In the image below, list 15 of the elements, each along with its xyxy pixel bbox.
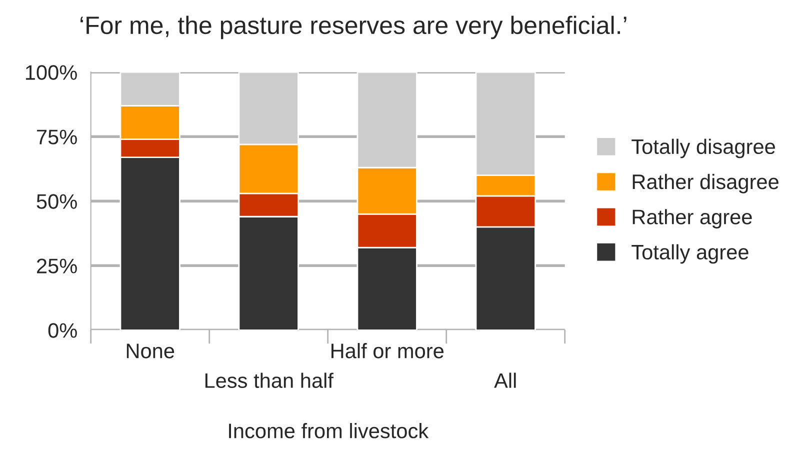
legend-label: Totally agree [632, 244, 748, 264]
x-tick-label: Less than half [205, 372, 334, 388]
legend-label: Rather agree [632, 209, 752, 228]
y-tick-label: 0% [48, 323, 77, 338]
y-tick-label: 75% [37, 130, 77, 144]
legend-label: Totally disagree [632, 138, 775, 158]
legend-label: Rather disagree [632, 174, 778, 194]
x-tick-label: None [126, 344, 174, 358]
y-tick-label: 50% [36, 194, 77, 209]
chart-title: ‘For me, the pasture reserves are very beneficial.’ [80, 16, 626, 40]
y-tick-label: 25% [37, 258, 77, 274]
x-tick-label: Half or more [332, 343, 444, 358]
x-axis-title: Income from livestock [229, 423, 429, 438]
y-tick-label: 100% [26, 65, 77, 80]
x-tick-label: All [494, 372, 516, 388]
